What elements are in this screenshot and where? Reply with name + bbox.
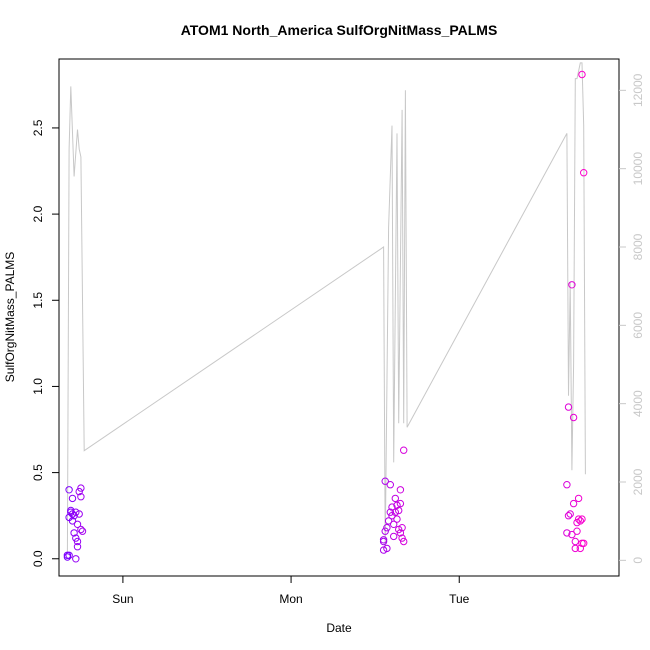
data-point: [73, 543, 82, 551]
data-point: [386, 481, 394, 489]
data-point: [393, 515, 401, 523]
y-tick-label: 0.0: [31, 550, 45, 567]
x-tick-label: Mon: [279, 592, 302, 606]
data-point: [574, 494, 583, 503]
data-point: [388, 503, 396, 511]
data-point: [68, 517, 77, 525]
data-point: [383, 524, 391, 532]
data-point: [563, 481, 571, 489]
data-point: [576, 517, 584, 525]
data-point: [400, 537, 408, 546]
data-point: [564, 512, 573, 520]
secondary-series-line: [66, 62, 586, 553]
data-point: [77, 493, 85, 501]
data-point: [70, 529, 78, 537]
y2-tick-label: 4000: [631, 390, 645, 417]
data-point: [77, 525, 85, 534]
data-point: [384, 517, 393, 525]
data-point: [568, 530, 576, 539]
data-point: [390, 520, 398, 528]
chart-title: ATOM1 North_America SulfOrgNitMass_PALMS: [181, 22, 498, 38]
y2-tick-label: 8000: [631, 233, 645, 260]
y2-tick-label: 6000: [631, 312, 645, 339]
data-point: [72, 555, 80, 563]
y2-tick-label: 2000: [631, 468, 645, 495]
data-point: [563, 529, 571, 537]
data-point: [390, 532, 398, 541]
data-point: [395, 506, 403, 515]
y-tick-label: 2.0: [31, 205, 45, 222]
data-point: [379, 536, 388, 544]
data-point: [65, 486, 73, 494]
data-point: [386, 508, 394, 516]
data-point: [393, 501, 401, 509]
data-point: [70, 512, 78, 520]
data-point: [568, 281, 576, 289]
data-point: [566, 510, 574, 518]
y2-axis: 0 2000 4000 6000 8000 10000 12000: [619, 73, 645, 564]
data-point: [573, 527, 581, 535]
y2-tick-label: 0: [631, 557, 645, 564]
x-tick-label: Tue: [449, 592, 470, 606]
data-point: [67, 506, 75, 515]
y2-tick-label: 12000: [631, 73, 645, 107]
data-point: [383, 544, 391, 553]
scatter-points: [63, 70, 588, 563]
data-point: [400, 446, 408, 454]
y-tick-label: 2.5: [31, 119, 45, 136]
data-point: [65, 551, 73, 559]
data-point: [578, 515, 586, 523]
data-point: [72, 534, 80, 542]
data-point: [571, 537, 579, 546]
data-point: [398, 534, 406, 542]
data-point: [63, 553, 72, 561]
data-point: [396, 499, 405, 508]
data-point: [398, 524, 406, 532]
data-point: [391, 508, 399, 516]
series-line: [66, 62, 586, 553]
data-point: [77, 484, 85, 492]
data-point: [571, 544, 579, 553]
x-axis: Sun Mon Tue: [112, 576, 470, 606]
y-tick-label: 1.0: [31, 378, 45, 395]
data-point: [580, 169, 588, 177]
data-point: [73, 537, 82, 546]
y-axis: 0.0 0.5 1.0 1.5 2.0 2.5: [31, 119, 59, 567]
data-point: [396, 529, 405, 537]
data-point: [381, 477, 389, 485]
plot-area-border: [58, 58, 620, 577]
y-tick-label: 1.5: [31, 292, 45, 309]
data-point: [73, 520, 82, 528]
data-point: [75, 510, 83, 518]
data-point: [576, 544, 584, 553]
data-point: [564, 403, 573, 411]
data-point: [574, 515, 583, 523]
data-point: [381, 527, 389, 535]
data-point: [578, 70, 586, 79]
data-point: [391, 494, 399, 503]
y-axis-label: SulfOrgNitMass_PALMS: [3, 252, 17, 382]
data-point: [396, 486, 405, 494]
y-tick-label: 0.5: [31, 464, 45, 481]
data-point: [580, 539, 588, 547]
data-point: [569, 413, 578, 422]
data-point: [569, 499, 578, 508]
data-point: [78, 527, 87, 535]
x-tick-label: Sun: [112, 592, 133, 606]
x-axis-label: Date: [326, 621, 352, 635]
y2-tick-label: 10000: [631, 152, 645, 186]
data-point: [75, 487, 83, 496]
data-point: [68, 494, 77, 503]
